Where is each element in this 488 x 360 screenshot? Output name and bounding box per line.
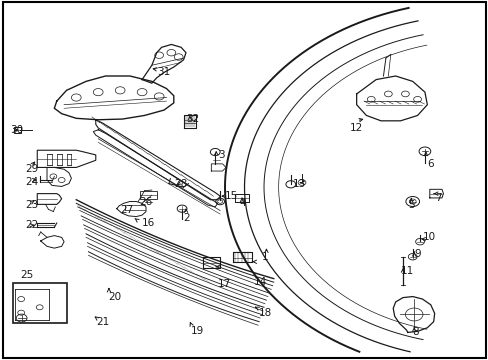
Text: 21: 21 <box>96 317 109 327</box>
Bar <box>14 127 21 133</box>
Text: 6: 6 <box>427 159 433 169</box>
Text: 14: 14 <box>254 277 267 287</box>
Text: 13: 13 <box>293 179 306 189</box>
Text: 27: 27 <box>120 206 133 216</box>
Text: 29: 29 <box>25 164 38 174</box>
Text: 20: 20 <box>108 292 121 302</box>
Bar <box>13 283 67 323</box>
Text: 23: 23 <box>25 200 38 210</box>
Text: 3: 3 <box>217 150 224 160</box>
Text: 32: 32 <box>185 114 199 124</box>
Text: 7: 7 <box>434 193 440 203</box>
Text: 26: 26 <box>140 197 153 207</box>
Text: 22: 22 <box>25 220 38 230</box>
Text: 19: 19 <box>190 325 203 336</box>
Text: 5: 5 <box>407 200 414 210</box>
Text: 17: 17 <box>217 279 230 289</box>
Text: 25: 25 <box>20 270 33 280</box>
Text: 15: 15 <box>224 191 238 201</box>
Text: 24: 24 <box>25 177 38 187</box>
Text: 31: 31 <box>157 67 170 77</box>
Bar <box>140 191 157 199</box>
Text: 16: 16 <box>142 218 155 228</box>
Text: 4: 4 <box>239 198 246 208</box>
Text: 1: 1 <box>261 252 267 262</box>
Text: 9: 9 <box>413 248 420 258</box>
Text: 28: 28 <box>173 179 187 189</box>
Text: 10: 10 <box>422 232 435 242</box>
Text: 18: 18 <box>259 308 272 318</box>
Text: 12: 12 <box>348 123 362 133</box>
Text: 8: 8 <box>412 327 419 337</box>
Text: 11: 11 <box>400 266 413 276</box>
Text: 2: 2 <box>183 213 190 222</box>
Text: 30: 30 <box>10 125 23 135</box>
